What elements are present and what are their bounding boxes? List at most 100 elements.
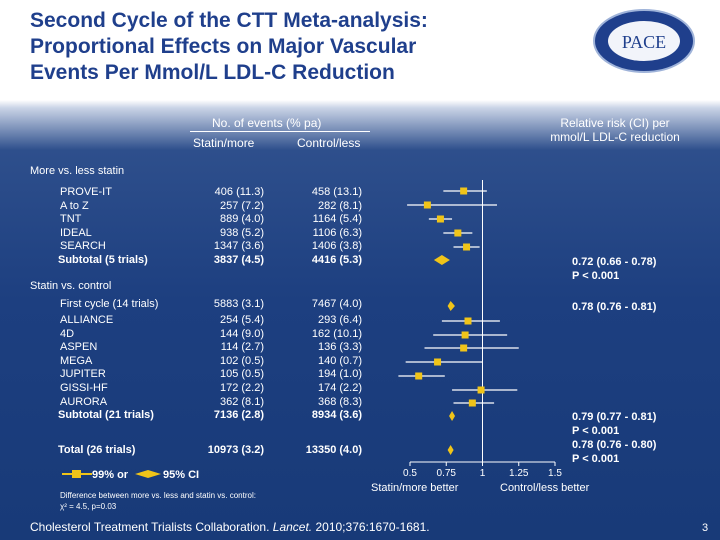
x-tick-label: 1 bbox=[480, 468, 486, 479]
statin-value: 3837 (4.5) bbox=[213, 253, 264, 266]
axis-right-label: Control/less better bbox=[500, 482, 590, 494]
legend-95ci: 95% CI bbox=[163, 469, 200, 481]
statin-value: 114 (2.7) bbox=[220, 341, 264, 354]
point-estimate-square bbox=[468, 399, 476, 407]
trial-name: ALLIANCE bbox=[60, 314, 114, 326]
control-value: 1164 (5.4) bbox=[312, 213, 362, 226]
p-value-total: P < 0.001 bbox=[572, 453, 620, 465]
point-estimate-square bbox=[464, 317, 472, 325]
legend-diamond-marker bbox=[135, 470, 161, 478]
logo-text: PACE bbox=[622, 32, 666, 52]
point-estimate-square bbox=[461, 331, 469, 339]
control-value: 194 (1.0) bbox=[317, 368, 362, 381]
x-tick-label: 0.5 bbox=[403, 468, 417, 479]
statin-value: 144 (9.0) bbox=[219, 327, 264, 340]
x-tick-label: 1.5 bbox=[548, 468, 562, 479]
control-value: 458 (13.1) bbox=[311, 186, 362, 198]
trial-name: PROVE-IT bbox=[60, 186, 112, 198]
p-value: P < 0.001 bbox=[572, 270, 620, 282]
rr-subtotal-2: 0.79 (0.77 - 0.81) P < 0.001 0.78 (0.76 … bbox=[572, 410, 656, 466]
section-statin-control: Statin vs. control bbox=[30, 280, 112, 292]
trial-name: IDEAL bbox=[60, 226, 92, 239]
rr-value-total: 0.78 (0.76 - 0.80) bbox=[572, 439, 657, 451]
control-value: 282 (8.1) bbox=[317, 199, 362, 212]
first-cycle-control: 7467 (4.0) bbox=[311, 298, 362, 310]
control-header: Control/less bbox=[297, 136, 361, 150]
axis-left-label: Statin/more better bbox=[371, 482, 459, 494]
total-name: Total (26 trials) bbox=[58, 444, 136, 456]
rr-first-cycle: 0.78 (0.76 - 0.81) bbox=[572, 301, 657, 313]
x-tick-label: 0.75 bbox=[437, 468, 457, 479]
subtotal-2-name: Subtotal (21 trials) bbox=[58, 409, 154, 421]
control-value: 1106 (6.3) bbox=[312, 226, 362, 239]
point-estimate-square bbox=[460, 187, 468, 195]
trial-name: 4D bbox=[60, 327, 75, 340]
statin-value: 362 (8.1) bbox=[219, 395, 264, 408]
rr-header-line-2: mmol/L LDL-C reduction bbox=[550, 130, 680, 144]
citation: Cholesterol Treatment Trialists Collabor… bbox=[30, 520, 430, 534]
trial-name: MEGA bbox=[60, 354, 93, 367]
statin-value: 172 (2.2) bbox=[219, 381, 264, 394]
rr-subtotal-1: 0.72 (0.66 - 0.78) P < 0.001 bbox=[572, 255, 656, 283]
control-values-2: 293 (6.4) 162 (10.1) 136 (3.3) 140 (0.7)… bbox=[290, 314, 362, 423]
statin-value: 406 (11.3) bbox=[214, 186, 264, 198]
x-tick-label: 1.25 bbox=[509, 468, 529, 479]
total-control: 13350 (4.0) bbox=[305, 444, 362, 456]
p-value: P < 0.001 bbox=[572, 425, 620, 437]
page-title: Second Cycle of the CTT Meta-analysis: P… bbox=[30, 8, 570, 86]
rr-header-line-1: Relative risk (CI) per bbox=[560, 116, 670, 130]
point-estimate-square bbox=[436, 215, 444, 223]
trial-name: SEARCH bbox=[60, 240, 106, 253]
control-values-1: 458 (13.1) 282 (8.1) 1164 (5.4) 1106 (6.… bbox=[290, 186, 362, 268]
trial-name: TNT bbox=[60, 213, 82, 226]
statin-value: 938 (5.2) bbox=[219, 226, 264, 239]
total-statin: 10973 (3.2) bbox=[207, 444, 264, 456]
statin-values-2: 254 (5.4) 144 (9.0) 114 (2.7) 102 (0.5) … bbox=[190, 314, 264, 423]
title-line-3: Events Per Mmol/L LDL-C Reduction bbox=[30, 61, 395, 84]
control-value: 8934 (3.6) bbox=[311, 409, 362, 422]
control-value: 4416 (5.3) bbox=[311, 253, 362, 266]
events-header-rule bbox=[190, 131, 370, 132]
control-value: 174 (2.2) bbox=[317, 381, 362, 394]
point-estimate-square bbox=[454, 229, 462, 237]
rr-header: Relative risk (CI) per mmol/L LDL-C redu… bbox=[530, 116, 700, 144]
rr-value: 0.72 (0.66 - 0.78) bbox=[572, 256, 657, 268]
note-line-2: χ² = 4.5, p=0.03 bbox=[60, 502, 117, 511]
legend-square-marker bbox=[62, 470, 92, 478]
statin-value: 254 (5.4) bbox=[219, 314, 264, 326]
first-cycle-statin: 5883 (3.1) bbox=[213, 298, 264, 310]
first-cycle-name: First cycle (14 trials) bbox=[60, 298, 159, 310]
point-estimate-diamond bbox=[447, 445, 454, 455]
statin-values-1: 406 (11.3) 257 (7.2) 889 (4.0) 938 (5.2)… bbox=[190, 186, 264, 268]
trial-name: A to Z bbox=[60, 199, 89, 212]
title-line-1: Second Cycle of the CTT Meta-analysis: bbox=[30, 9, 428, 32]
statin-value: 889 (4.0) bbox=[219, 213, 264, 226]
trial-names-1: PROVE-IT A to Z TNT IDEAL SEARCH bbox=[60, 186, 180, 254]
statin-value: 105 (0.5) bbox=[219, 368, 264, 381]
trial-name: ASPEN bbox=[60, 341, 98, 354]
citation-details: 2010;376:1670-1681. bbox=[312, 520, 430, 534]
heterogeneity-note: Difference between more vs. less and sta… bbox=[60, 490, 256, 512]
statin-value: 7136 (2.8) bbox=[213, 409, 264, 422]
subtotal-1-name: Subtotal (5 trials) bbox=[58, 254, 148, 266]
point-estimate-square bbox=[434, 358, 442, 366]
statin-value: 257 (7.2) bbox=[219, 199, 264, 212]
note-line-1: Difference between more vs. less and sta… bbox=[60, 491, 256, 500]
control-value: 162 (10.1) bbox=[311, 327, 362, 340]
point-estimate-square bbox=[460, 344, 468, 352]
trial-name: GISSI-HF bbox=[60, 381, 108, 394]
pace-logo: PACE bbox=[593, 9, 695, 73]
trial-names-2: ALLIANCE 4D ASPEN MEGA JUPITER GISSI-HF … bbox=[60, 314, 180, 409]
control-value: 136 (3.3) bbox=[317, 341, 362, 354]
control-value: 293 (6.4) bbox=[317, 314, 362, 326]
rr-value: 0.79 (0.77 - 0.81) bbox=[572, 411, 657, 423]
point-estimate-diamond bbox=[449, 411, 456, 421]
control-value: 1406 (3.8) bbox=[311, 240, 362, 253]
point-estimate-square bbox=[423, 201, 431, 209]
point-estimate-diamond bbox=[447, 301, 455, 311]
statin-value: 1347 (3.6) bbox=[213, 240, 264, 253]
control-value: 368 (8.3) bbox=[317, 395, 362, 408]
statin-value: 102 (0.5) bbox=[219, 354, 264, 367]
citation-journal: Lancet. bbox=[272, 520, 313, 534]
